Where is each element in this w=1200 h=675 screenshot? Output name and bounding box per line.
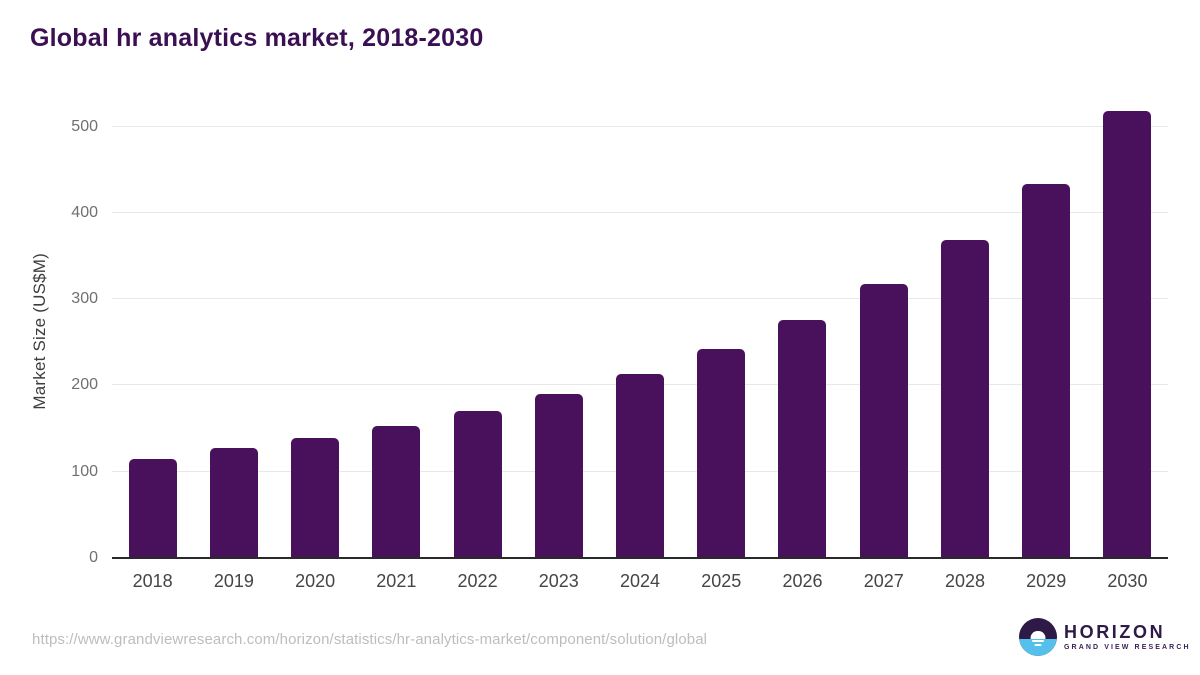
- y-axis-title-wrap: Market Size (US$M): [20, 105, 60, 558]
- logo-sea-shape: [1019, 638, 1057, 656]
- bar-slot-2019: 2019: [193, 105, 274, 591]
- bar-2019: [209, 448, 258, 558]
- gridline-300: [112, 298, 1168, 300]
- x-tick-label-2019: 2019: [213, 571, 254, 591]
- x-tick-label-2028: 2028: [944, 571, 985, 591]
- logo-tagline: GRAND VIEW RESEARCH: [1064, 644, 1191, 651]
- x-tick-label-2023: 2023: [538, 571, 579, 591]
- horizon-logo: HORIZON GRAND VIEW RESEARCH: [1019, 618, 1191, 656]
- bar-2028: [940, 239, 989, 558]
- bar-2029: [1022, 183, 1071, 558]
- bar-slot-2018: 2018: [112, 105, 193, 591]
- bar-2018: [128, 458, 177, 558]
- horizon-sun-icon: [1019, 618, 1057, 656]
- gridline-400: [112, 211, 1168, 213]
- bar-2026: [778, 319, 827, 558]
- x-tick-label-2026: 2026: [782, 571, 823, 591]
- y-tick-label-500: 500: [71, 117, 98, 135]
- gridline-500: [112, 125, 1168, 127]
- logo-reflection-line-2: [1034, 644, 1042, 646]
- x-tick-label-2020: 2020: [295, 571, 336, 591]
- y-tick-label-0: 0: [89, 549, 98, 566]
- chart-plot: Market Size (US$M) 2018 2019 2020 2021 2022 2…: [30, 105, 1168, 591]
- logo-reflection-line-1: [1032, 640, 1044, 642]
- x-tick-label-2022: 2022: [457, 571, 498, 591]
- source-url: https://www.grandviewresearch.com/horizo…: [32, 631, 708, 648]
- bar-slot-2021: 2021: [356, 105, 437, 591]
- x-tick-label-2024: 2024: [620, 571, 661, 591]
- bar-slot-2020: 2020: [274, 105, 355, 591]
- bar-2025: [697, 349, 746, 558]
- y-tick-label-100: 100: [71, 462, 98, 480]
- bar-2020: [291, 438, 340, 558]
- bar-slot-2028: 2028: [924, 105, 1005, 591]
- logo-name: HORIZON: [1064, 622, 1166, 642]
- x-tick-label-2025: 2025: [701, 571, 742, 591]
- page-title: Global hr analytics market, 2018-2030: [30, 24, 484, 52]
- x-tick-label-2029: 2029: [1026, 571, 1067, 591]
- bar-slot-2025: 2025: [681, 105, 762, 591]
- bar-2030: [1103, 111, 1152, 558]
- x-axis-line: [112, 557, 1168, 559]
- bar-2024: [616, 374, 665, 558]
- bar-slot-2029: 2029: [1006, 105, 1087, 591]
- x-tick-label-2027: 2027: [863, 571, 904, 591]
- y-axis-title: Market Size (US$M): [30, 253, 49, 410]
- x-tick-label-2030: 2030: [1107, 571, 1148, 591]
- bar-2021: [372, 425, 421, 558]
- x-tick-label-2018: 2018: [132, 571, 173, 591]
- logo-text: HORIZON GRAND VIEW RESEARCH: [1064, 623, 1191, 651]
- bar-slot-2027: 2027: [843, 105, 924, 591]
- y-tick-label-200: 200: [71, 376, 98, 394]
- bar-series: 2018 2019 2020 2021 2022 2023 2024 2025 2026 2027…: [112, 105, 1168, 591]
- x-tick-label-2021: 2021: [376, 571, 417, 591]
- bar-slot-2022: 2022: [437, 105, 518, 591]
- bar-slot-2024: 2024: [599, 105, 680, 591]
- y-tick-label-300: 300: [71, 290, 98, 308]
- bar-2022: [453, 411, 502, 558]
- logo-sun-shape: [1030, 630, 1046, 639]
- bar-2027: [859, 284, 908, 558]
- bar-2023: [534, 394, 583, 558]
- y-tick-label-400: 400: [71, 203, 98, 221]
- bar-slot-2023: 2023: [518, 105, 599, 591]
- bar-slot-2030: 2030: [1087, 105, 1168, 591]
- bar-slot-2026: 2026: [762, 105, 843, 591]
